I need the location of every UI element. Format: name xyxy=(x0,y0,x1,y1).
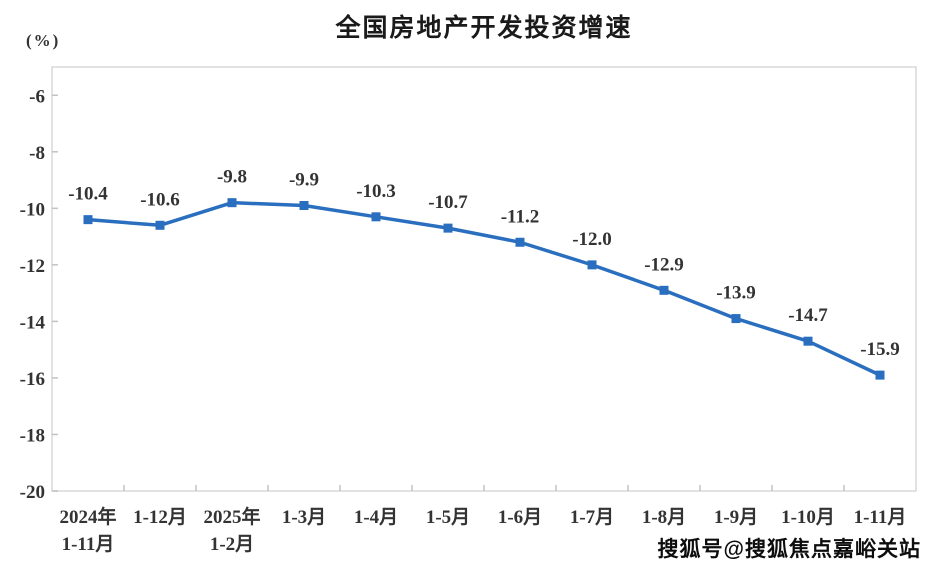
series-line xyxy=(86,200,882,377)
x-axis-label: 1-4月 xyxy=(354,507,398,528)
x-axis-label: 1-9月 xyxy=(714,507,758,528)
y-tick-label: -16 xyxy=(20,369,45,390)
x-axis-label: 1-7月 xyxy=(570,507,614,528)
watermark: 搜狐号@搜狐焦点嘉峪关站 xyxy=(657,538,921,561)
data-label: -9.9 xyxy=(289,170,319,191)
data-label: -10.6 xyxy=(140,189,180,210)
data-point-marker xyxy=(299,201,309,211)
x-axis-label: 1-12月 xyxy=(133,507,187,528)
x-axis-label: 1-5月 xyxy=(426,507,470,528)
y-tick-label: -18 xyxy=(20,425,45,446)
data-point-marker xyxy=(515,237,525,247)
y-tick-label: -14 xyxy=(20,312,46,333)
data-label: -9.8 xyxy=(217,167,247,188)
data-label: -12.0 xyxy=(572,229,612,250)
x-axis-label: 1-10月 xyxy=(781,507,835,528)
x-axis-label: 1-11月 xyxy=(854,507,907,528)
x-axis-label: 1-8月 xyxy=(642,507,686,528)
data-point-marker xyxy=(443,223,453,233)
x-axis-label: 2024年 1-11月 xyxy=(59,505,116,555)
y-axis-unit-label: (%) xyxy=(26,31,61,50)
data-point-marker xyxy=(659,285,669,295)
data-label: -15.9 xyxy=(860,339,900,360)
plot-border xyxy=(51,66,917,492)
y-tick-label: -8 xyxy=(29,143,45,164)
data-label: -12.9 xyxy=(644,254,684,275)
chart-title: 全国房地产开发投资增速 xyxy=(335,14,633,42)
data-point-marker xyxy=(587,260,597,270)
data-label: -14.7 xyxy=(788,305,828,326)
x-axis-label: 2025年 1-2月 xyxy=(203,505,260,555)
data-point-marker xyxy=(875,370,885,380)
y-tick-label: -10 xyxy=(20,199,45,220)
data-label: -10.4 xyxy=(68,184,108,205)
y-tick-label: -20 xyxy=(20,482,45,503)
x-axis-label: 1-6月 xyxy=(498,507,542,528)
data-label: -11.2 xyxy=(501,206,540,227)
y-tick-label: -12 xyxy=(20,256,45,277)
y-tick-label: -6 xyxy=(29,86,45,107)
data-point-marker xyxy=(155,220,165,230)
data-label: -10.3 xyxy=(356,181,396,202)
data-point-marker xyxy=(83,215,93,225)
data-point-marker xyxy=(803,336,813,346)
data-label: -13.9 xyxy=(716,283,756,304)
data-point-marker xyxy=(227,198,237,208)
data-label: -10.7 xyxy=(428,192,468,213)
data-point-marker xyxy=(371,212,381,222)
x-axis-label: 1-3月 xyxy=(282,507,326,528)
data-point-marker xyxy=(731,314,741,324)
